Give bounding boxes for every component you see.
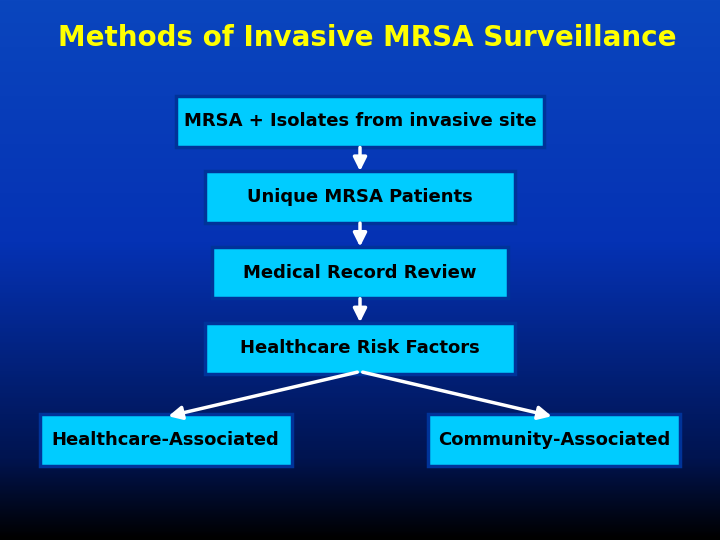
Text: Healthcare-Associated: Healthcare-Associated [52, 431, 279, 449]
FancyBboxPatch shape [428, 415, 680, 465]
Text: MRSA + Isolates from invasive site: MRSA + Isolates from invasive site [184, 112, 536, 131]
Text: Community-Associated: Community-Associated [438, 431, 670, 449]
Text: Healthcare Risk Factors: Healthcare Risk Factors [240, 339, 480, 357]
FancyBboxPatch shape [205, 322, 515, 374]
FancyBboxPatch shape [40, 415, 292, 465]
FancyBboxPatch shape [212, 247, 508, 298]
Text: Methods of Invasive MRSA Surveillance: Methods of Invasive MRSA Surveillance [58, 24, 676, 52]
Text: Unique MRSA Patients: Unique MRSA Patients [247, 188, 473, 206]
Text: Medical Record Review: Medical Record Review [243, 264, 477, 282]
FancyBboxPatch shape [205, 172, 515, 222]
FancyBboxPatch shape [176, 96, 544, 147]
